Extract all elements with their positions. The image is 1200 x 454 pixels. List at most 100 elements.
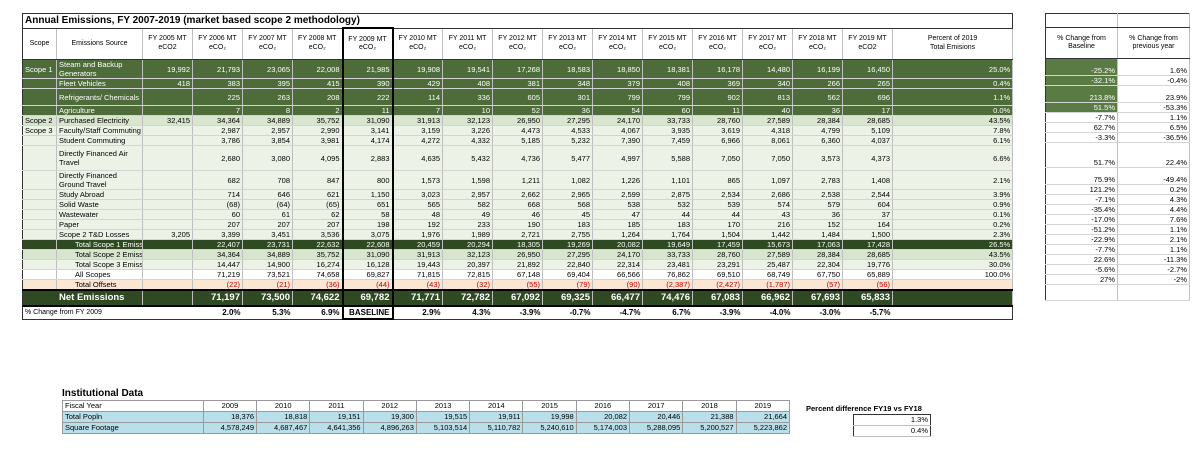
emission-value: 18,583	[542, 59, 593, 79]
emission-value: 22,632	[292, 239, 343, 250]
emission-value: 61	[242, 209, 293, 220]
side-row: 213.8% 23.9%	[1045, 85, 1190, 103]
emission-value: 8,061	[742, 135, 793, 146]
institutional-value: 19,911	[469, 411, 524, 423]
table-row: Total Scope 2 Emissions 34,36434,88935,75…	[22, 249, 1014, 260]
percent-difference-table: 1.3% 0.4%	[853, 414, 931, 437]
change-from-previous: 4.3%	[1117, 194, 1190, 205]
year-header-line1: FY 2013 MT	[548, 35, 587, 43]
year-header-line2: eCO₂	[458, 43, 477, 51]
emission-value: 1,150	[341, 189, 394, 200]
change-from-baseline-header-line: Baseline	[1068, 43, 1095, 50]
emission-value: 3,536	[292, 229, 343, 240]
change-from-previous: -53.3%	[1117, 102, 1190, 113]
emission-value: 4,533	[542, 125, 593, 136]
emission-value: 800	[341, 170, 394, 190]
emissions-source: Faculty/Staff Commuting	[56, 125, 143, 136]
year-header-line2: eCO2	[158, 43, 177, 51]
emission-value	[142, 249, 193, 260]
table-row: Student Commuting 3,786 3,854 3,981 4,174 4,2…	[22, 135, 1014, 146]
net-emissions-value: 72,782	[442, 289, 493, 307]
emission-value: 4,272	[392, 135, 443, 146]
emission-value: 1,101	[642, 170, 693, 190]
emission-value	[142, 189, 193, 200]
emission-value: (22)	[192, 279, 243, 291]
emission-value: 562	[792, 88, 843, 106]
emissions-source: Total Scope 2 Emissions	[56, 249, 143, 260]
emission-value: 4,318	[742, 125, 793, 136]
emission-value: 27,295	[542, 115, 593, 126]
emission-value: 1,082	[542, 170, 593, 190]
emission-value: 2,755	[542, 229, 593, 240]
emission-value: 32,123	[442, 249, 493, 260]
emission-value: 4,635	[392, 145, 443, 171]
emissions-source: Scope 2 T&D Losses	[56, 229, 143, 240]
emission-value: (32)	[442, 279, 493, 291]
emission-value: 27,295	[542, 249, 593, 260]
change-from-previous: 0.2%	[1117, 184, 1190, 195]
side-row: -5.6% -2.7%	[1045, 264, 1190, 275]
institutional-value: 5,103,514	[415, 422, 471, 434]
emission-value: 708	[242, 170, 293, 190]
emission-value: 190	[492, 219, 543, 230]
emission-value: 114	[392, 88, 443, 106]
side-header-row: % Change from Baseline% Change from previo…	[1045, 27, 1190, 59]
scope-label	[22, 88, 57, 106]
institutional-value: 20,082	[575, 411, 631, 423]
emission-value: 3,075	[341, 229, 394, 240]
emission-value: 22,840	[542, 259, 593, 270]
scope-label	[22, 259, 57, 270]
emission-value: 24,170	[592, 249, 643, 260]
scope-label	[22, 105, 57, 116]
emission-value: 696	[842, 88, 893, 106]
emission-value: (90)	[592, 279, 643, 291]
emission-value: 4,373	[842, 145, 893, 171]
emission-value: 5,232	[542, 135, 593, 146]
emission-value: 565	[392, 199, 443, 210]
change-from-baseline: 51.5%	[1045, 102, 1118, 113]
change-from-previous: 4.4%	[1117, 204, 1190, 215]
emission-value: 539	[692, 199, 743, 210]
fiscal-year: 2015	[522, 400, 577, 412]
emission-value: 28,760	[692, 249, 743, 260]
percent-difference-title: Percent difference FY19 vs FY18	[806, 404, 922, 413]
emission-value: 62	[292, 209, 343, 220]
emission-value: 383	[192, 78, 243, 89]
pct-change-blank	[893, 306, 1013, 319]
table-row: Scope 2 T&D Losses 3,205 3,399 3,451 3,536 3,…	[22, 229, 1014, 240]
emission-value: 5,185	[492, 135, 543, 146]
emission-value: 43	[742, 209, 793, 220]
emission-value	[142, 259, 193, 270]
percent-difference-value: 0.4%	[853, 425, 931, 437]
institutional-value: 5,288,095	[629, 422, 684, 434]
emissions-source: Paper	[56, 219, 143, 230]
institutional-value: 4,896,263	[362, 422, 417, 434]
percent-of-total: 0.9%	[892, 199, 1014, 210]
year-header-line1: FY 2016 MT	[698, 35, 737, 43]
institutional-data-table: Fiscal Year 2009 2010 2011 2012 2013 2014 2015 2…	[62, 400, 791, 434]
emission-value: 66,566	[592, 269, 643, 280]
emission-value: 17,459	[692, 239, 743, 250]
change-from-previous: 2.1%	[1117, 234, 1190, 245]
emission-value: 16,450	[842, 59, 893, 79]
net-emissions-value: 66,477	[592, 289, 643, 307]
fiscal-year: 2009	[202, 400, 258, 412]
emission-value: 2,544	[842, 189, 893, 200]
emission-value: 5,477	[542, 145, 593, 171]
change-from-baseline: 62.7%	[1045, 122, 1118, 133]
percent-of-total: 0.1%	[892, 209, 1014, 220]
emission-value: 22,304	[792, 259, 843, 270]
institutional-value: 5,200,527	[682, 422, 737, 434]
emission-value: 5,109	[842, 125, 893, 136]
scope-label	[22, 219, 57, 230]
emission-value: 164	[842, 219, 893, 230]
year-header-line1: FY 2011 MT	[448, 35, 487, 43]
emission-value: 379	[592, 78, 643, 89]
percent-of-total	[892, 279, 1014, 291]
emission-value: 813	[742, 88, 793, 106]
fiscal-year: 2018	[682, 400, 737, 412]
change-from-previous: -2.7%	[1117, 264, 1190, 275]
net-emissions-value: 69,782	[341, 289, 394, 307]
change-from-previous: 7.6%	[1117, 214, 1190, 225]
emission-value: 25,487	[742, 259, 793, 270]
